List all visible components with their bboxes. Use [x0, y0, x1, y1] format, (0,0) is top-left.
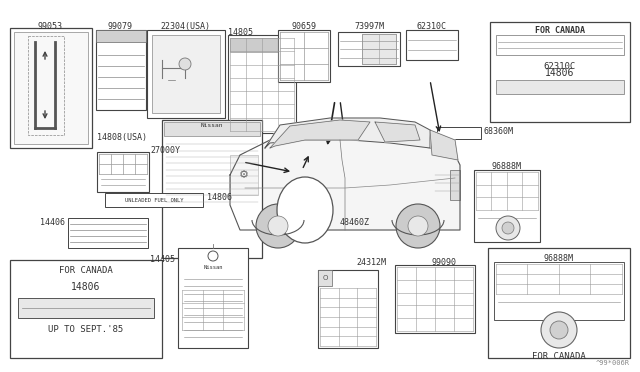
Bar: [164, 122, 260, 136]
Text: FOR CANADA: FOR CANADA: [535, 26, 585, 35]
Polygon shape: [375, 122, 420, 142]
Bar: [18, 298, 154, 318]
Bar: [395, 265, 475, 333]
Bar: [496, 35, 624, 55]
Text: 96888M: 96888M: [492, 162, 522, 171]
Bar: [230, 155, 258, 195]
Ellipse shape: [277, 177, 333, 243]
Bar: [278, 30, 330, 82]
Bar: [10, 260, 162, 358]
Bar: [474, 170, 540, 242]
Text: 14806: 14806: [545, 68, 575, 78]
Text: Nissan: Nissan: [204, 265, 223, 270]
Bar: [14, 32, 88, 144]
Polygon shape: [430, 130, 458, 160]
Bar: [318, 270, 332, 286]
Text: 99090: 99090: [432, 258, 457, 267]
Bar: [10, 28, 92, 148]
Circle shape: [550, 321, 568, 339]
Bar: [96, 30, 146, 42]
Bar: [96, 30, 146, 110]
Text: 27000Y: 27000Y: [150, 146, 180, 155]
Text: 14805: 14805: [228, 28, 253, 37]
Bar: [162, 120, 262, 258]
Circle shape: [396, 204, 440, 248]
Text: 14806: 14806: [71, 282, 100, 292]
Circle shape: [208, 251, 218, 261]
Bar: [490, 22, 630, 122]
Polygon shape: [270, 120, 370, 148]
Bar: [338, 32, 400, 66]
Bar: [105, 193, 203, 207]
Text: UP TO SEPT.'85: UP TO SEPT.'85: [49, 325, 124, 334]
Text: O: O: [323, 275, 328, 281]
Text: 96888M: 96888M: [544, 254, 574, 263]
Bar: [450, 170, 460, 200]
Polygon shape: [265, 118, 430, 148]
Text: 22304(USA): 22304(USA): [160, 22, 210, 31]
Bar: [228, 35, 296, 133]
Text: FOR CANADA: FOR CANADA: [59, 266, 113, 275]
Circle shape: [268, 216, 288, 236]
Circle shape: [179, 58, 191, 70]
Circle shape: [408, 216, 428, 236]
Bar: [147, 30, 225, 118]
Text: Nissan: Nissan: [201, 123, 223, 128]
Circle shape: [502, 222, 514, 234]
Polygon shape: [230, 135, 460, 230]
Bar: [97, 152, 149, 192]
Text: 73997M: 73997M: [354, 22, 384, 31]
Bar: [230, 38, 294, 52]
Text: 14405: 14405: [150, 255, 175, 264]
Bar: [68, 218, 148, 248]
Bar: [178, 248, 248, 348]
Circle shape: [256, 204, 300, 248]
Bar: [230, 175, 242, 203]
Bar: [318, 270, 378, 348]
Text: ⚙: ⚙: [239, 170, 249, 180]
Bar: [488, 248, 630, 358]
Bar: [362, 34, 396, 64]
Text: FOR CANADA: FOR CANADA: [532, 352, 586, 361]
Text: 14806: 14806: [207, 193, 232, 202]
Text: 14808(USA): 14808(USA): [97, 133, 147, 142]
Text: ^99*006R: ^99*006R: [596, 360, 630, 366]
Bar: [152, 35, 220, 113]
Circle shape: [496, 216, 520, 240]
Text: 62310C: 62310C: [544, 62, 576, 71]
Text: 48460Z: 48460Z: [340, 218, 370, 227]
Circle shape: [541, 312, 577, 348]
Text: 99079: 99079: [108, 22, 132, 31]
Text: 62310C: 62310C: [417, 22, 447, 31]
Bar: [28, 36, 64, 135]
Text: 90659: 90659: [291, 22, 317, 31]
Bar: [494, 262, 624, 320]
Text: 99053: 99053: [38, 22, 63, 31]
Bar: [406, 30, 458, 60]
Text: 68360M: 68360M: [484, 127, 514, 136]
Text: 14406: 14406: [40, 218, 65, 227]
Bar: [437, 127, 481, 139]
Text: 24312M: 24312M: [356, 258, 386, 267]
Text: UNLEADED FUEL ONLY: UNLEADED FUEL ONLY: [125, 198, 183, 202]
Bar: [496, 80, 624, 94]
